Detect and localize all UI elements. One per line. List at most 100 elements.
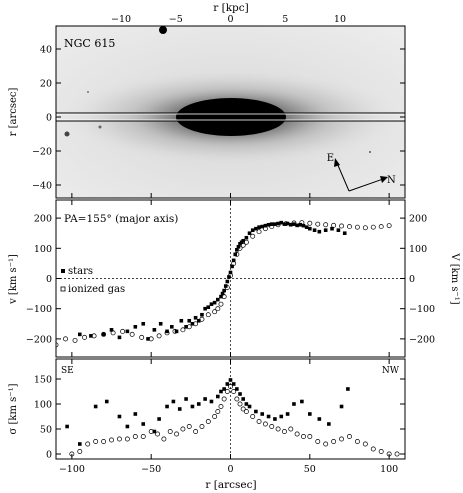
velocity-star-point	[295, 223, 299, 228]
dispersion-star-point	[292, 402, 296, 406]
bottom-axis-ticks: −100 −50 0 50 100	[59, 193, 398, 475]
velocity-points	[56, 220, 392, 348]
velocity-gas-point	[234, 251, 240, 257]
image-y-tick-label: 40	[40, 45, 52, 56]
velocity-star-point	[77, 332, 82, 337]
dispersion-gas-point	[231, 389, 237, 394]
dispersion-gas-point	[237, 401, 243, 407]
dispersion-star-point	[196, 402, 201, 406]
dispersion-star-point	[190, 404, 195, 409]
dispersion-gas-point	[161, 436, 167, 442]
velocity-gas-point	[256, 229, 262, 235]
legend: stars ionized gas	[60, 266, 125, 295]
velocity-star-point	[235, 248, 239, 252]
velocity-gas-point	[323, 222, 329, 228]
compass: E N	[327, 153, 396, 192]
dispersion-gas-point	[234, 396, 240, 402]
velocity-star-point	[190, 321, 195, 326]
velocity-star-point	[228, 270, 233, 275]
velocity-star-point	[174, 329, 179, 334]
dispersion-gas-point	[262, 421, 268, 427]
dispersion-gas-point	[221, 396, 227, 402]
velocity-star-point	[196, 318, 201, 323]
dispersion-gas-point	[155, 431, 160, 437]
velocity-star-point	[336, 228, 341, 232]
velocity-gas-point	[205, 312, 211, 318]
velocity-ylabel-left: v [km s⁻¹]	[8, 254, 19, 305]
velocity-gas-point	[82, 334, 88, 340]
dispersion-star-point	[235, 387, 239, 391]
dispersion-star-point	[228, 378, 233, 382]
velocity-left-tick-label: −100	[26, 304, 52, 315]
legend-stars-label: stars	[68, 266, 93, 277]
dispersion-star-point	[273, 417, 277, 421]
velocity-gas-point	[193, 321, 199, 327]
dispersion-gas-point	[339, 436, 344, 442]
velocity-right-tick-label: 0	[409, 274, 415, 285]
velocity-gas-point	[101, 331, 107, 337]
image-y-tick-label: −40	[32, 181, 52, 192]
dispersion-tick-label: 100	[34, 400, 52, 411]
dispersion-gas-point	[193, 429, 199, 434]
dispersion-gas-point	[378, 449, 384, 454]
dispersion-star-point	[308, 412, 312, 416]
dispersion-gas-point	[186, 424, 192, 429]
dispersion-star-point	[266, 414, 271, 419]
velocity-gas-point	[315, 221, 321, 227]
dispersion-gas-point	[250, 414, 256, 419]
velocity-left-tick-label: 0	[46, 274, 52, 285]
dispersion-gas-point	[132, 434, 138, 439]
dispersion-star-point	[209, 399, 214, 404]
velocity-left-tick-label: −200	[26, 334, 52, 345]
dispersion-star-point	[171, 399, 176, 404]
velocity-gas-point	[120, 328, 126, 334]
bottom-tick-label: −100	[59, 464, 85, 475]
velocity-gas-point	[139, 334, 145, 340]
velocity-star-point	[266, 222, 271, 227]
bottom-tick-label: 100	[380, 464, 398, 475]
velocity-gas-point	[354, 224, 360, 230]
dispersion-gas-point	[243, 409, 249, 414]
dispersion-gas-point	[215, 409, 221, 414]
velocity-star-point	[244, 235, 249, 240]
velocity-annotation: PA=155° (major axis)	[64, 213, 178, 225]
dispersion-gas-point	[347, 434, 352, 439]
dispersion-tick-label: 50	[40, 425, 52, 436]
dispersion-gas-point	[140, 434, 146, 439]
velocity-star-point	[241, 238, 245, 243]
velocity-star-point	[101, 332, 106, 337]
dispersion-star-point	[203, 397, 207, 401]
dispersion-panel: 150 100 50 0 SE NW σ [km s⁻¹]	[8, 358, 406, 461]
dispersion-gas-point	[117, 436, 122, 442]
bottom-tick-label: 50	[304, 464, 316, 475]
dispersion-star-point	[104, 399, 109, 404]
dispersion-star-point	[279, 414, 284, 419]
dispersion-gas-point	[93, 439, 99, 444]
dispersion-star-point	[346, 387, 350, 391]
dispersion-gas-point	[269, 424, 275, 429]
velocity-star-point	[170, 325, 174, 329]
dispersion-gas-point	[394, 451, 400, 457]
velocity-gas-point	[262, 226, 268, 232]
dispersion-gas-point	[288, 426, 294, 432]
dispersion-star-point	[254, 409, 258, 414]
dispersion-gas-point	[362, 441, 368, 447]
velocity-star-point	[273, 222, 277, 226]
dispersion-ylabel: σ [km s⁻¹]	[8, 383, 19, 434]
top-axis-label: r [kpc]	[213, 2, 249, 14]
velocity-gas-point	[156, 333, 162, 339]
velocity-star-point	[257, 225, 261, 229]
dispersion-gas-point	[109, 437, 114, 443]
velocity-gas-point	[370, 224, 376, 230]
velocity-star-point	[276, 221, 280, 226]
velocity-star-point	[233, 252, 238, 257]
velocity-gas-point	[110, 330, 116, 336]
velocity-star-point	[200, 312, 204, 317]
velocity-gas-point	[237, 245, 243, 251]
velocity-gas-point	[180, 327, 186, 333]
dispersion-star-point	[244, 402, 249, 406]
velocity-star-point	[231, 258, 236, 263]
dispersion-gas-point	[354, 439, 360, 444]
velocity-star-point	[279, 220, 284, 225]
dispersion-star-point	[300, 399, 304, 404]
